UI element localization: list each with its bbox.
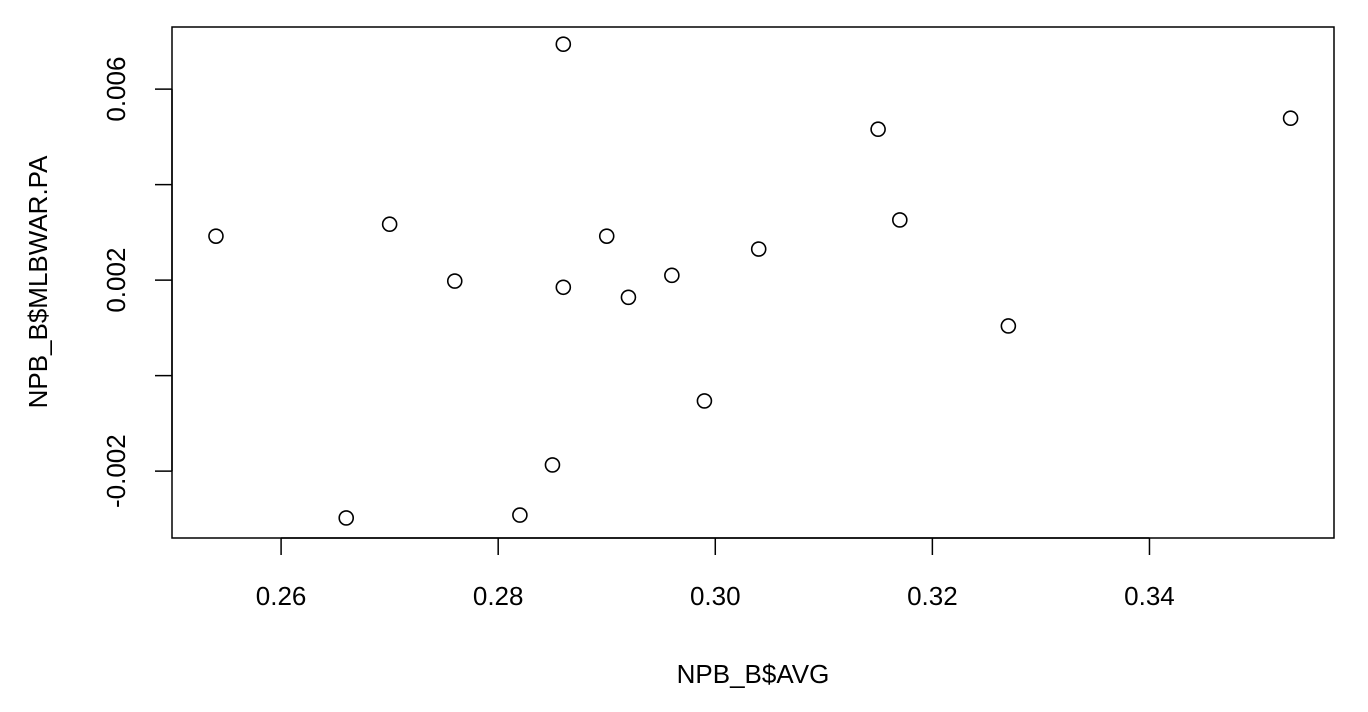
- point: [544, 457, 561, 473]
- plot-frame: [171, 26, 1335, 539]
- point: [381, 216, 398, 233]
- x-tick-label: 0.28: [473, 581, 524, 611]
- point: [620, 289, 637, 306]
- y-axis-label: NPB_B$MLBWAR.PA: [23, 155, 53, 409]
- point: [664, 267, 680, 284]
- point: [512, 507, 528, 523]
- x-axis-label: NPB_B$AVG: [677, 659, 830, 689]
- point: [208, 228, 224, 244]
- y-tick-label: 0.006: [101, 57, 131, 122]
- y-tick-label: -0.002: [101, 434, 131, 508]
- x-tick-label: 0.32: [907, 581, 958, 611]
- point: [598, 228, 615, 244]
- point: [446, 273, 463, 289]
- y-tick-label: 0.002: [101, 248, 131, 313]
- point: [1282, 110, 1299, 127]
- point: [696, 393, 713, 409]
- x-tick-label: 0.26: [256, 581, 307, 611]
- point: [870, 121, 886, 137]
- x-tick-label: 0.34: [1124, 581, 1175, 611]
- x-tick-label: 0.30: [690, 581, 741, 611]
- point: [750, 241, 767, 257]
- point: [892, 212, 908, 228]
- point: [338, 510, 355, 526]
- point: [555, 36, 572, 52]
- point: [555, 279, 572, 296]
- point: [1000, 318, 1017, 334]
